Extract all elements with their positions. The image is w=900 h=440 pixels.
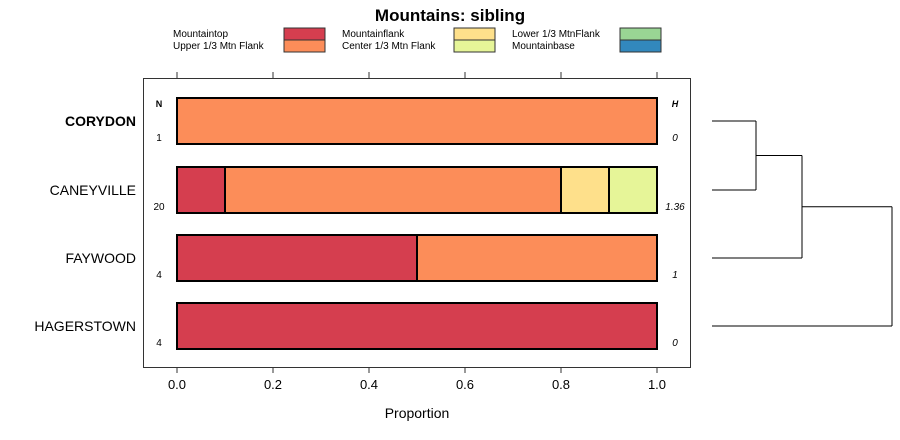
category-label: HAGERSTOWN xyxy=(34,318,136,334)
category-label: CORYDON xyxy=(65,113,136,129)
x-axis-label: Proportion xyxy=(385,405,450,421)
legend-label: Lower 1/3 MtnFlank xyxy=(512,29,601,40)
bar-segment xyxy=(224,166,562,214)
legend-label: Mountaintop xyxy=(173,29,228,40)
n-value: 1 xyxy=(156,133,162,144)
legend-label: Upper 1/3 Mtn Flank xyxy=(173,41,265,52)
legend-swatch xyxy=(619,27,662,41)
category-label: CANEYVILLE xyxy=(50,182,136,198)
x-tick-label: 0.2 xyxy=(264,377,282,392)
n-header: N xyxy=(156,99,163,109)
bar-segment xyxy=(176,234,418,282)
bar-segment xyxy=(176,166,226,214)
legend-label: Mountainflank xyxy=(342,29,405,40)
x-tick-label: 0.4 xyxy=(360,377,378,392)
n-value: 20 xyxy=(153,202,165,213)
n-value: 4 xyxy=(156,338,162,349)
h-value: 0 xyxy=(672,133,678,144)
legend-swatch xyxy=(453,27,496,41)
bar-segment xyxy=(416,234,658,282)
h-header: H xyxy=(672,99,679,109)
h-value: 1.36 xyxy=(665,202,685,213)
legend-swatch xyxy=(283,39,326,53)
legend-swatch xyxy=(453,39,496,53)
chart-title: Mountains: sibling xyxy=(375,6,525,25)
h-value: 1 xyxy=(672,270,678,281)
x-tick-label: 0.6 xyxy=(456,377,474,392)
x-tick-label: 1.0 xyxy=(648,377,666,392)
legend-swatch xyxy=(619,39,662,53)
h-value: 0 xyxy=(672,338,678,349)
legend-label: Mountainbase xyxy=(512,41,575,52)
category-label: FAYWOOD xyxy=(65,250,136,266)
bar-segment xyxy=(176,97,658,145)
bar-segment xyxy=(560,166,610,214)
x-tick-label: 0.0 xyxy=(168,377,186,392)
plot-panel xyxy=(143,78,691,368)
bar-segment xyxy=(608,166,658,214)
bar-segment xyxy=(176,302,658,350)
n-value: 4 xyxy=(156,270,162,281)
legend-swatch xyxy=(283,27,326,41)
x-tick-label: 0.8 xyxy=(552,377,570,392)
legend-label: Center 1/3 Mtn Flank xyxy=(342,41,436,52)
